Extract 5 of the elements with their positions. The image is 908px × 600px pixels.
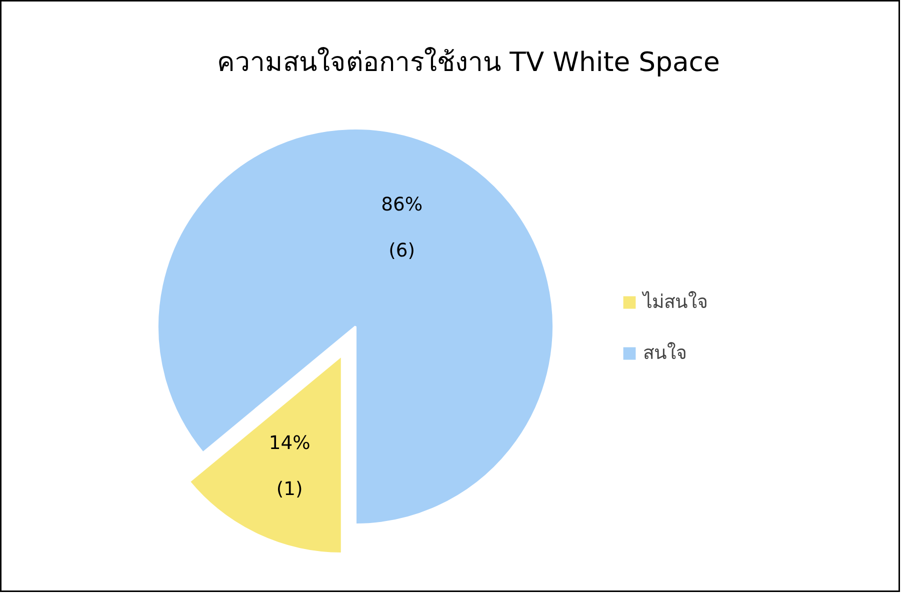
legend-label: ไม่สนใจ [643, 290, 708, 315]
chart-title: ความสนใจต่อการใช้งาน TV White Space [217, 46, 720, 78]
text: 86% (6) [381, 194, 423, 262]
text: 14% (1) [268, 433, 310, 500]
legend-label: สนใจ [643, 341, 687, 366]
